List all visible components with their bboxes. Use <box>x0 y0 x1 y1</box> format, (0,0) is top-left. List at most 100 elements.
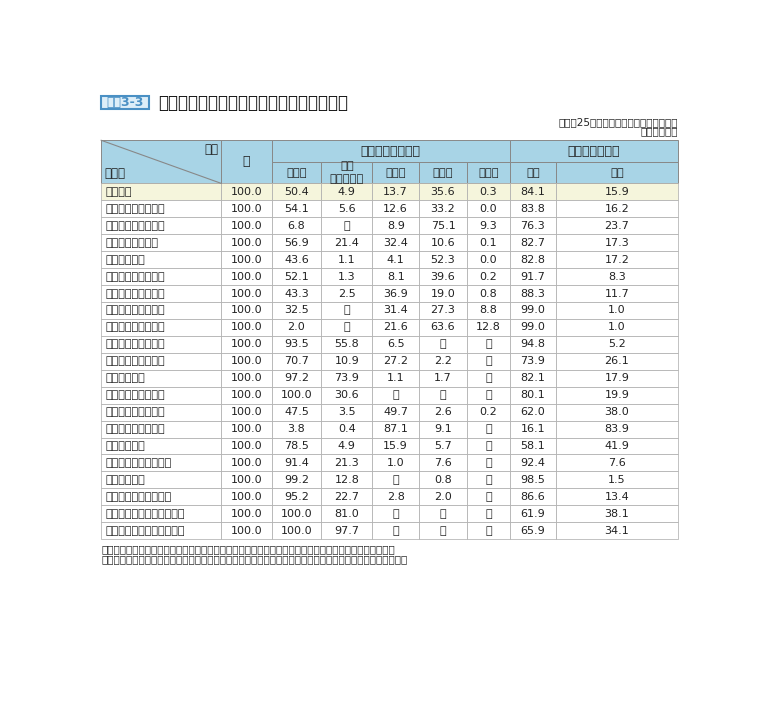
Bar <box>321 162 372 184</box>
Bar <box>221 217 272 234</box>
Bar <box>510 387 556 404</box>
Bar <box>321 285 372 302</box>
Bar <box>372 353 419 370</box>
Text: 100.0: 100.0 <box>231 390 262 400</box>
Bar <box>272 217 321 234</box>
Text: 70.7: 70.7 <box>284 356 309 366</box>
Text: －: － <box>440 526 446 536</box>
Bar <box>556 370 678 387</box>
Bar <box>101 184 221 200</box>
Text: 指定職俸給表: 指定職俸給表 <box>105 475 145 485</box>
Bar <box>272 251 321 268</box>
Text: 97.2: 97.2 <box>284 373 309 383</box>
Bar <box>372 251 419 268</box>
Bar <box>272 404 321 420</box>
Bar <box>556 454 678 472</box>
Bar <box>321 234 372 251</box>
Text: 100.0: 100.0 <box>231 221 262 231</box>
Text: 100.0: 100.0 <box>231 271 262 282</box>
Text: 4.9: 4.9 <box>338 441 356 451</box>
Text: 100.0: 100.0 <box>231 356 262 366</box>
Text: 17.3: 17.3 <box>605 238 629 248</box>
Bar <box>419 404 467 420</box>
Text: 短大卒: 短大卒 <box>385 168 406 178</box>
Bar <box>221 420 272 438</box>
Text: 8.9: 8.9 <box>387 221 404 231</box>
Bar <box>510 302 556 319</box>
Bar <box>101 217 221 234</box>
Bar <box>221 370 272 387</box>
Text: －: － <box>344 323 350 333</box>
Text: 27.2: 27.2 <box>383 356 408 366</box>
Bar <box>419 217 467 234</box>
Bar <box>419 454 467 472</box>
Text: 95.2: 95.2 <box>284 492 309 502</box>
Text: －: － <box>485 339 492 349</box>
Bar <box>321 404 372 420</box>
Text: （単位：％）: （単位：％） <box>640 126 678 136</box>
Bar <box>510 200 556 217</box>
Bar <box>101 251 221 268</box>
Text: 50.4: 50.4 <box>284 187 309 197</box>
Bar <box>556 217 678 234</box>
Bar <box>510 454 556 472</box>
Text: 2.5: 2.5 <box>338 289 356 299</box>
Bar <box>101 420 221 438</box>
Text: 86.6: 86.6 <box>521 492 545 502</box>
Text: 0.2: 0.2 <box>480 271 497 282</box>
Text: 2.0: 2.0 <box>287 323 306 333</box>
Text: 99.0: 99.0 <box>521 323 546 333</box>
Text: 30.6: 30.6 <box>334 390 359 400</box>
Text: 8.8: 8.8 <box>480 305 497 315</box>
Bar <box>467 319 510 336</box>
Bar <box>321 268 372 285</box>
Bar <box>372 387 419 404</box>
Bar <box>419 387 467 404</box>
Text: 8.1: 8.1 <box>387 271 404 282</box>
Text: 税務職俸給表: 税務職俸給表 <box>105 255 145 265</box>
Text: 0.1: 0.1 <box>480 238 497 248</box>
Text: 13.7: 13.7 <box>383 187 408 197</box>
Text: 7.6: 7.6 <box>434 458 452 468</box>
Text: 医療職俸給表（三）: 医療職俸給表（三） <box>105 424 165 434</box>
Text: 1.0: 1.0 <box>608 305 625 315</box>
Text: 92.4: 92.4 <box>521 458 546 468</box>
Bar <box>272 488 321 505</box>
Text: 15.9: 15.9 <box>383 441 408 451</box>
Text: 100.0: 100.0 <box>231 407 262 417</box>
Bar <box>467 251 510 268</box>
Bar <box>372 438 419 454</box>
Text: 専門スタッフ職俸給表: 専門スタッフ職俸給表 <box>105 458 171 468</box>
Bar <box>510 234 556 251</box>
Bar <box>556 319 678 336</box>
Text: －: － <box>392 509 399 518</box>
Text: 0.3: 0.3 <box>480 187 497 197</box>
Bar <box>419 184 467 200</box>
Text: 52.3: 52.3 <box>431 255 455 265</box>
Bar <box>101 285 221 302</box>
Text: 16.1: 16.1 <box>521 424 545 434</box>
Bar <box>272 387 321 404</box>
Text: 0.0: 0.0 <box>480 204 497 214</box>
Text: 38.0: 38.0 <box>605 407 629 417</box>
Text: －: － <box>485 509 492 518</box>
Bar <box>372 505 419 522</box>
Text: 100.0: 100.0 <box>231 255 262 265</box>
Text: 62.0: 62.0 <box>521 407 545 417</box>
Text: 公安職俸給表（一）: 公安職俸給表（一） <box>105 271 165 282</box>
Bar <box>101 404 221 420</box>
Bar <box>510 319 556 336</box>
Text: 47.5: 47.5 <box>284 407 309 417</box>
Text: 100.0: 100.0 <box>231 323 262 333</box>
Bar <box>221 454 272 472</box>
Bar <box>101 438 221 454</box>
Text: 83.9: 83.9 <box>604 424 629 434</box>
Text: 海事職俸給表（二）: 海事職俸給表（二） <box>105 323 165 333</box>
Bar <box>556 387 678 404</box>
Bar <box>467 454 510 472</box>
Bar <box>467 438 510 454</box>
Text: 43.3: 43.3 <box>284 289 309 299</box>
Bar <box>419 336 467 353</box>
Bar <box>272 505 321 522</box>
Bar <box>467 234 510 251</box>
